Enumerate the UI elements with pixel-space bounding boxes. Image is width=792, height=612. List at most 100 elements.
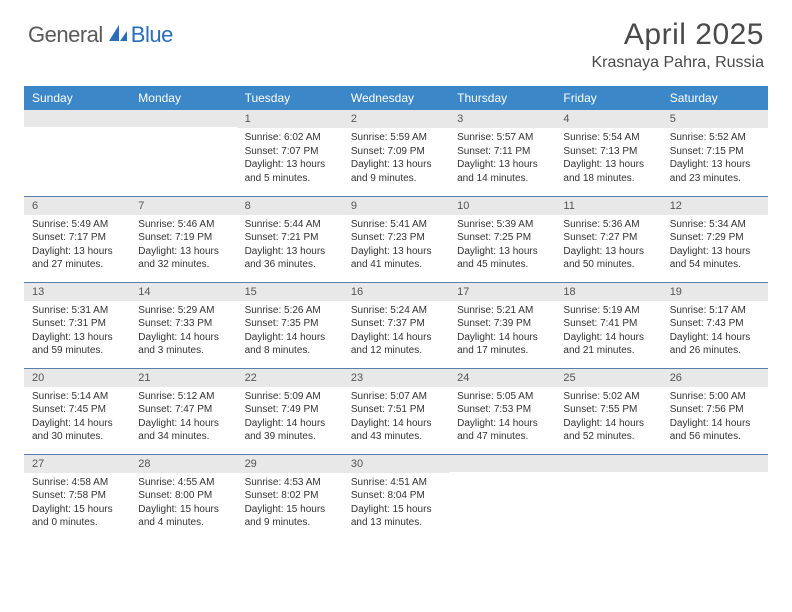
cell-body: Sunrise: 5:12 AMSunset: 7:47 PMDaylight:… (130, 387, 236, 448)
day-number: 10 (449, 197, 555, 215)
calendar-cell: 2Sunrise: 5:59 AMSunset: 7:09 PMDaylight… (343, 110, 449, 196)
sunrise-text: Sunrise: 5:17 AM (670, 304, 760, 318)
calendar-cell: 29Sunrise: 4:53 AMSunset: 8:02 PMDayligh… (237, 454, 343, 540)
cell-body: Sunrise: 5:05 AMSunset: 7:53 PMDaylight:… (449, 387, 555, 448)
calendar-cell (555, 454, 661, 540)
sunset-text: Sunset: 7:23 PM (351, 231, 441, 245)
day-number: 26 (662, 369, 768, 387)
daylight-text: Daylight: 13 hours and 54 minutes. (670, 245, 760, 272)
calendar-cell: 9Sunrise: 5:41 AMSunset: 7:23 PMDaylight… (343, 196, 449, 282)
day-number (24, 110, 130, 127)
week-row: 1Sunrise: 6:02 AMSunset: 7:07 PMDaylight… (24, 110, 768, 196)
sunrise-text: Sunrise: 5:12 AM (138, 390, 228, 404)
sunset-text: Sunset: 7:33 PM (138, 317, 228, 331)
cell-body: Sunrise: 5:59 AMSunset: 7:09 PMDaylight:… (343, 128, 449, 189)
cell-body: Sunrise: 4:53 AMSunset: 8:02 PMDaylight:… (237, 473, 343, 534)
cell-body: Sunrise: 5:41 AMSunset: 7:23 PMDaylight:… (343, 215, 449, 276)
logo-text-general: General (28, 22, 103, 48)
cell-body: Sunrise: 5:02 AMSunset: 7:55 PMDaylight:… (555, 387, 661, 448)
day-header-row: Sunday Monday Tuesday Wednesday Thursday… (24, 86, 768, 110)
sunrise-text: Sunrise: 5:39 AM (457, 218, 547, 232)
daylight-text: Daylight: 15 hours and 4 minutes. (138, 503, 228, 530)
page-header: General Blue April 2025 Krasnaya Pahra, … (0, 0, 792, 78)
day-number: 30 (343, 455, 449, 473)
day-number: 21 (130, 369, 236, 387)
day-number: 2 (343, 110, 449, 128)
sunset-text: Sunset: 7:55 PM (563, 403, 653, 417)
day-number: 12 (662, 197, 768, 215)
daylight-text: Daylight: 13 hours and 36 minutes. (245, 245, 335, 272)
calendar-cell (662, 454, 768, 540)
sunset-text: Sunset: 7:09 PM (351, 145, 441, 159)
week-row: 27Sunrise: 4:58 AMSunset: 7:58 PMDayligh… (24, 454, 768, 540)
day-header: Sunday (24, 86, 130, 110)
day-number: 5 (662, 110, 768, 128)
sunrise-text: Sunrise: 5:26 AM (245, 304, 335, 318)
cell-body: Sunrise: 5:00 AMSunset: 7:56 PMDaylight:… (662, 387, 768, 448)
calendar-table: Sunday Monday Tuesday Wednesday Thursday… (24, 86, 768, 540)
sunset-text: Sunset: 7:39 PM (457, 317, 547, 331)
cell-body: Sunrise: 5:34 AMSunset: 7:29 PMDaylight:… (662, 215, 768, 276)
daylight-text: Daylight: 14 hours and 52 minutes. (563, 417, 653, 444)
day-number: 23 (343, 369, 449, 387)
title-block: April 2025 Krasnaya Pahra, Russia (591, 18, 764, 72)
cell-body: Sunrise: 5:21 AMSunset: 7:39 PMDaylight:… (449, 301, 555, 362)
sunset-text: Sunset: 7:49 PM (245, 403, 335, 417)
cell-body: Sunrise: 5:26 AMSunset: 7:35 PMDaylight:… (237, 301, 343, 362)
sunrise-text: Sunrise: 5:29 AM (138, 304, 228, 318)
daylight-text: Daylight: 15 hours and 9 minutes. (245, 503, 335, 530)
day-header: Tuesday (237, 86, 343, 110)
day-number: 14 (130, 283, 236, 301)
sunrise-text: Sunrise: 4:58 AM (32, 476, 122, 490)
calendar-cell (24, 110, 130, 196)
sunrise-text: Sunrise: 5:00 AM (670, 390, 760, 404)
daylight-text: Daylight: 14 hours and 26 minutes. (670, 331, 760, 358)
day-header: Thursday (449, 86, 555, 110)
sunset-text: Sunset: 7:27 PM (563, 231, 653, 245)
sunset-text: Sunset: 7:51 PM (351, 403, 441, 417)
calendar-cell: 21Sunrise: 5:12 AMSunset: 7:47 PMDayligh… (130, 368, 236, 454)
sunrise-text: Sunrise: 5:59 AM (351, 131, 441, 145)
day-number: 6 (24, 197, 130, 215)
daylight-text: Daylight: 14 hours and 12 minutes. (351, 331, 441, 358)
daylight-text: Daylight: 15 hours and 13 minutes. (351, 503, 441, 530)
daylight-text: Daylight: 13 hours and 45 minutes. (457, 245, 547, 272)
daylight-text: Daylight: 14 hours and 30 minutes. (32, 417, 122, 444)
cell-body: Sunrise: 5:46 AMSunset: 7:19 PMDaylight:… (130, 215, 236, 276)
sunrise-text: Sunrise: 4:51 AM (351, 476, 441, 490)
daylight-text: Daylight: 14 hours and 3 minutes. (138, 331, 228, 358)
month-title: April 2025 (591, 18, 764, 52)
sunrise-text: Sunrise: 5:49 AM (32, 218, 122, 232)
day-number: 19 (662, 283, 768, 301)
cell-body: Sunrise: 5:07 AMSunset: 7:51 PMDaylight:… (343, 387, 449, 448)
logo: General Blue (28, 22, 173, 48)
calendar-cell: 3Sunrise: 5:57 AMSunset: 7:11 PMDaylight… (449, 110, 555, 196)
day-number: 20 (24, 369, 130, 387)
sunrise-text: Sunrise: 5:14 AM (32, 390, 122, 404)
day-number (662, 455, 768, 472)
calendar-cell: 13Sunrise: 5:31 AMSunset: 7:31 PMDayligh… (24, 282, 130, 368)
sunset-text: Sunset: 7:31 PM (32, 317, 122, 331)
sunset-text: Sunset: 7:45 PM (32, 403, 122, 417)
calendar-cell: 23Sunrise: 5:07 AMSunset: 7:51 PMDayligh… (343, 368, 449, 454)
day-number: 4 (555, 110, 661, 128)
calendar-cell: 14 Sunrise: 5:29 AMSunset: 7:33 PMDayligh… (130, 282, 236, 368)
day-number: 16 (343, 283, 449, 301)
cell-body: Sunrise: 5:39 AMSunset: 7:25 PMDaylight:… (449, 215, 555, 276)
sunset-text: Sunset: 7:19 PM (138, 231, 228, 245)
daylight-text: Daylight: 15 hours and 0 minutes. (32, 503, 122, 530)
sunrise-text: Sunrise: 6:02 AM (245, 131, 335, 145)
sunrise-text: Sunrise: 5:21 AM (457, 304, 547, 318)
calendar-cell: 12Sunrise: 5:34 AMSunset: 7:29 PMDayligh… (662, 196, 768, 282)
sunset-text: Sunset: 7:29 PM (670, 231, 760, 245)
day-header: Wednesday (343, 86, 449, 110)
sunset-text: Sunset: 7:07 PM (245, 145, 335, 159)
daylight-text: Daylight: 13 hours and 50 minutes. (563, 245, 653, 272)
calendar-cell: 5Sunrise: 5:52 AMSunset: 7:15 PMDaylight… (662, 110, 768, 196)
cell-body: Sunrise: 5:24 AMSunset: 7:37 PMDaylight:… (343, 301, 449, 362)
day-header: Saturday (662, 86, 768, 110)
calendar-cell: 1Sunrise: 6:02 AMSunset: 7:07 PMDaylight… (237, 110, 343, 196)
day-number: 17 (449, 283, 555, 301)
daylight-text: Daylight: 13 hours and 41 minutes. (351, 245, 441, 272)
sunrise-text: Sunrise: 5:34 AM (670, 218, 760, 232)
